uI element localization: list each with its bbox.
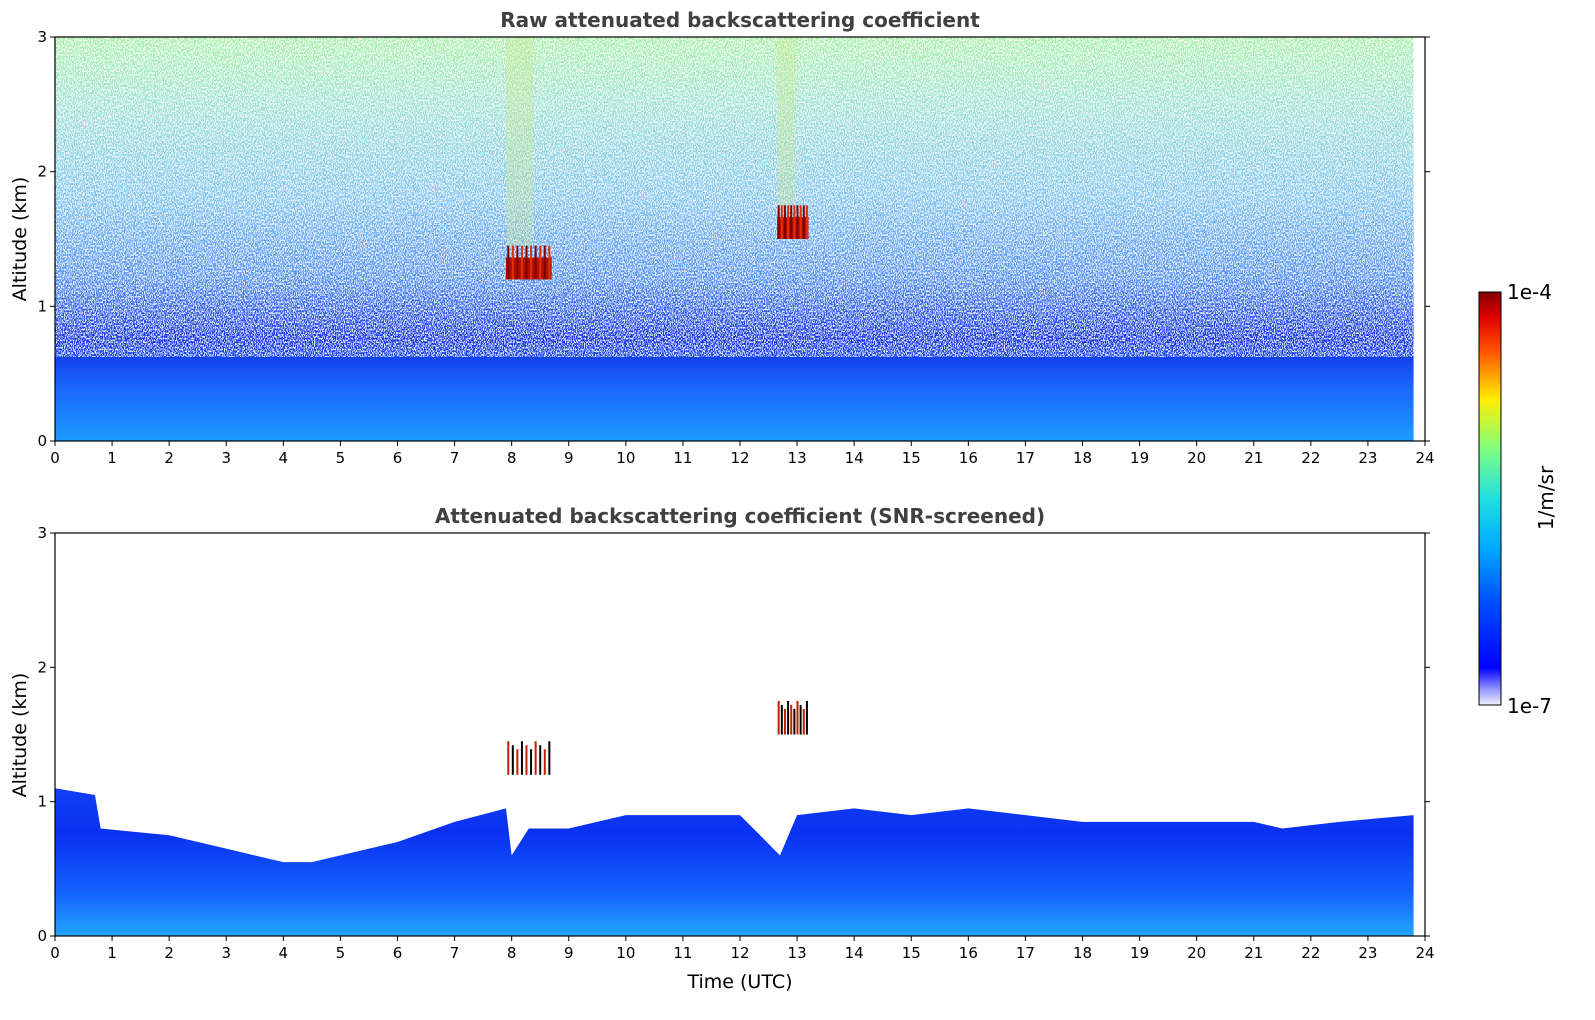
bottom-heatmap [55,700,1414,936]
top-y-tick-label: 3 [37,28,47,46]
bottom-x-tick-label: 3 [221,944,231,962]
cloud-column [505,37,534,246]
bottom-x-tick-label: 14 [845,944,864,962]
top-x-tick-label: 9 [564,449,574,467]
bottom-x-tick-label: 12 [730,944,749,962]
bottom-x-tick-label: 15 [902,944,921,962]
bottom-x-tick-label: 8 [507,944,517,962]
top-y-axis-label: Altitude (km) [9,177,31,302]
bottom-x-tick-label: 7 [450,944,460,962]
top-x-tick-label: 3 [221,449,231,467]
colorbar-gradient [1478,291,1502,706]
top-x-axis: 0 1 2 3 4 5 6 7 8 9 10 11 12 13 14 15 16 17 18 19 20 21 22 23 24 [50,441,1435,467]
top-x-tick-label: 21 [1244,449,1263,467]
bottom-x-axis-label: Time (UTC) [686,971,792,993]
top-x-tick-label: 6 [393,449,403,467]
top-x-tick-label: 7 [450,449,460,467]
top-x-tick-label: 20 [1187,449,1206,467]
top-x-tick-label: 19 [1130,449,1149,467]
top-x-tick-label: 0 [50,449,60,467]
bottom-panel: Attenuated backscattering coefficient (S… [9,504,1435,993]
bottom-x-tick-label: 0 [50,944,60,962]
bottom-cloud-group [507,700,808,775]
colorbar: 1e-4 1e-7 1/m/sr [1478,280,1558,718]
top-panel: Raw attenuated backscattering coefficien… [9,8,1435,467]
top-x-tick-label: 11 [673,449,692,467]
bottom-x-tick-label: 10 [616,944,635,962]
bottom-x-tick-label: 22 [1301,944,1320,962]
top-y-tick-label: 1 [37,297,47,315]
bottom-x-axis: 0 1 2 3 4 5 6 7 8 9 10 11 12 13 14 15 16 17 18 19 20 21 22 23 24 [50,936,1435,962]
top-x-tick-label: 22 [1301,449,1320,467]
top-x-tick-label: 15 [902,449,921,467]
top-panel-title: Raw attenuated backscattering coefficien… [500,8,980,32]
top-x-tick-label: 8 [507,449,517,467]
bottom-x-tick-label: 5 [336,944,346,962]
top-y-tick-label: 0 [37,432,47,450]
top-x-tick-label: 14 [845,449,864,467]
bottom-x-tick-label: 4 [279,944,289,962]
top-heatmap-noise [55,37,1415,357]
top-y-axis: 0 1 2 3 [37,28,1430,450]
top-x-tick-label: 4 [279,449,289,467]
top-x-tick-label: 5 [336,449,346,467]
bottom-x-tick-label: 20 [1187,944,1206,962]
bottom-x-tick-label: 11 [673,944,692,962]
top-x-tick-label: 13 [788,449,807,467]
top-x-tick-label: 17 [1016,449,1035,467]
bottom-y-tick-label: 1 [37,793,47,811]
top-x-tick-label: 12 [730,449,749,467]
bottom-x-tick-label: 16 [959,944,978,962]
bottom-x-tick-label: 19 [1130,944,1149,962]
colorbar-min-label: 1e-7 [1507,694,1552,718]
bottom-x-tick-label: 17 [1016,944,1035,962]
top-cloud-group [505,37,809,280]
bottom-x-tick-label: 2 [164,944,174,962]
top-y-tick-label: 2 [37,163,47,181]
top-x-tick-label: 10 [616,449,635,467]
bottom-y-tick-label: 3 [37,524,47,542]
bottom-y-axis: 0 1 2 3 [37,524,1430,945]
bottom-x-tick-label: 18 [1073,944,1092,962]
bottom-y-tick-label: 2 [37,658,47,676]
top-x-tick-label: 1 [107,449,117,467]
bottom-x-tick-label: 21 [1244,944,1263,962]
top-x-tick-label: 16 [959,449,978,467]
top-x-tick-label: 24 [1415,449,1434,467]
bottom-x-tick-label: 1 [107,944,117,962]
top-x-tick-label: 23 [1358,449,1377,467]
bottom-panel-title: Attenuated backscattering coefficient (S… [435,504,1045,528]
cloud-column [777,37,796,206]
bottom-x-tick-label: 6 [393,944,403,962]
bottom-x-tick-label: 9 [564,944,574,962]
top-x-tick-label: 18 [1073,449,1092,467]
colorbar-unit-label: 1/m/sr [1534,465,1558,530]
top-heatmap [55,37,1415,441]
colorbar-max-label: 1e-4 [1507,280,1552,304]
bottom-heatmap-field [55,788,1414,936]
bottom-x-tick-label: 23 [1358,944,1377,962]
top-x-tick-label: 2 [164,449,174,467]
bottom-x-tick-label: 13 [788,944,807,962]
bottom-y-axis-label: Altitude (km) [9,673,31,798]
bottom-x-tick-label: 24 [1415,944,1434,962]
bottom-y-tick-label: 0 [37,927,47,945]
